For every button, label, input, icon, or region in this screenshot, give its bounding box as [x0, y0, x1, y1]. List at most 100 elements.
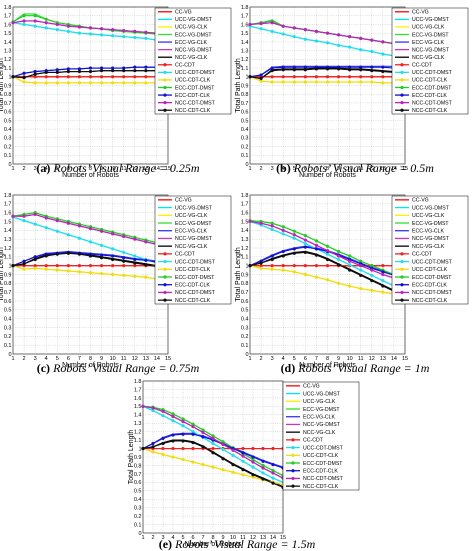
data-point [281, 249, 285, 254]
data-point [261, 446, 265, 451]
legend-marker [400, 101, 404, 105]
x-tick-label: 1 [248, 166, 251, 172]
data-point [77, 25, 82, 29]
y-tick-label: 1.3 [241, 237, 249, 243]
data-point [359, 75, 363, 79]
data-point [44, 216, 48, 220]
legend-entry: UCC-CDT-DMST [412, 259, 453, 265]
legend-entry: UCC-VG-DMST [412, 17, 450, 23]
data-point [359, 80, 363, 84]
data-point [110, 264, 115, 268]
data-point [303, 238, 308, 242]
legend-entry: ECC-VG-DMST [412, 32, 449, 38]
data-point [161, 441, 165, 446]
y-tick-label: 1.3 [241, 49, 249, 55]
y-tick-label: 0.7 [4, 290, 12, 296]
legend-box [391, 7, 469, 115]
legend-marker [400, 283, 404, 287]
y-tick-label: 1.2 [4, 246, 12, 252]
data-point [241, 446, 245, 451]
data-point [44, 70, 48, 75]
data-point [66, 264, 71, 268]
legend-marker [163, 63, 167, 67]
data-point [144, 263, 148, 267]
data-point [141, 446, 145, 451]
data-point [161, 436, 165, 441]
data-point [261, 471, 265, 475]
legend-entry: ECC-VG-DMST [175, 32, 212, 38]
data-point [77, 75, 82, 79]
x-tick-label: 15 [165, 166, 171, 172]
data-point [336, 281, 341, 285]
legend-entry: ECC-CDT-DMST [412, 85, 452, 91]
legend-marker [163, 275, 167, 279]
data-point [303, 80, 308, 84]
chart-panel: 1 2 3 4 5 6 7 8 9 10 11 12 13 14 1500.10.20.30.40.50.6… [128, 379, 360, 551]
data-point [359, 68, 363, 72]
data-point [271, 446, 275, 451]
data-point [231, 462, 235, 467]
data-point [122, 81, 126, 85]
y-axis-label: Total Path Length [0, 58, 5, 113]
data-point [221, 457, 225, 461]
data-point [99, 271, 104, 276]
data-point [44, 26, 48, 30]
x-tick-label: 5 [181, 535, 184, 541]
x-axis-label: Number of Robots [185, 541, 242, 548]
data-point [281, 268, 285, 272]
legend-entry: ECC-CDT-CLK [412, 93, 447, 99]
data-point [55, 268, 59, 272]
data-point [77, 224, 82, 228]
data-point [151, 450, 155, 454]
x-tick-label: 10 [110, 166, 116, 172]
legend-marker [400, 85, 404, 90]
data-point [292, 270, 296, 274]
x-tick-label: 8 [89, 166, 92, 172]
y-tick-label: 0.9 [241, 272, 249, 278]
data-point [211, 436, 215, 441]
data-point [303, 272, 308, 277]
x-tick-label: 11 [358, 166, 364, 172]
x-tick-label: 8 [89, 356, 92, 362]
legend-entry: ECC-VG-DMST [175, 221, 212, 227]
legend-entry: NCC-VG-DMST [175, 47, 213, 53]
data-point [270, 267, 274, 271]
data-point [110, 69, 115, 73]
data-point [381, 290, 385, 294]
x-tick-label: 7 [315, 356, 318, 362]
data-point [241, 459, 245, 463]
data-point [281, 264, 285, 268]
x-tick-label: 12 [132, 166, 138, 172]
panel-caption: (c) Robots’ Visual Range = 0.75m [37, 361, 200, 375]
legend-marker [400, 252, 404, 256]
data-point [314, 253, 319, 257]
data-point [281, 225, 285, 229]
data-point [181, 424, 185, 428]
data-point [325, 75, 330, 79]
data-point [191, 440, 195, 445]
data-point [314, 264, 319, 268]
x-tick-label: 13 [380, 356, 386, 362]
data-point [171, 446, 175, 451]
data-point [122, 256, 126, 260]
data-point [259, 261, 263, 265]
data-point [347, 68, 352, 72]
x-tick-label: 15 [402, 166, 408, 172]
data-point [22, 80, 26, 84]
y-tick-label: 1.4 [241, 40, 249, 46]
data-point [381, 81, 385, 85]
data-point [347, 80, 352, 84]
legend-entry: NCC-VG-CLK [175, 55, 208, 61]
y-tick-label: 1.5 [4, 31, 12, 37]
y-tick-label: 0.2 [4, 144, 12, 150]
y-tick-label: 1.5 [241, 219, 249, 225]
x-tick-label: 7 [78, 166, 81, 172]
panel-caption: (d) Robots’ Visual Range = 1m [281, 361, 430, 375]
panel-caption: (a) Robots’ Visual Range = 0.25m [36, 161, 200, 175]
x-tick-label: 5 [293, 356, 296, 362]
data-point [314, 29, 319, 34]
x-axis-label: Number of Robots [62, 172, 119, 179]
legend-marker [400, 267, 404, 271]
caption-text: Robots’ Visual Range = 0.5m [293, 161, 435, 175]
data-point [33, 81, 37, 85]
